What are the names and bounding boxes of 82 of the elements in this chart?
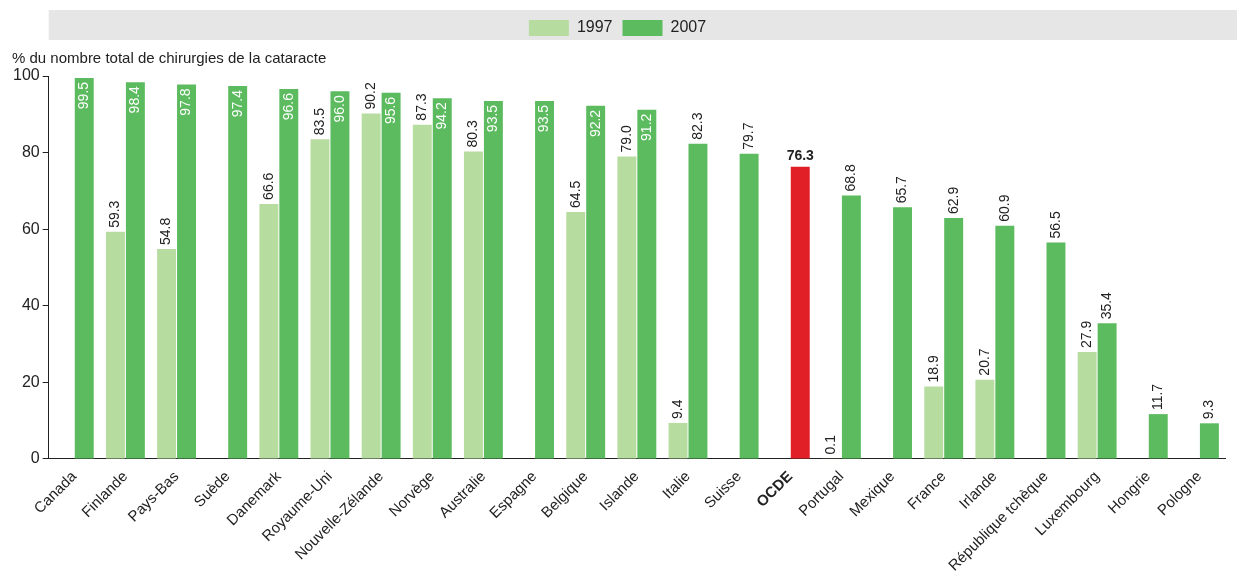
bar (535, 100, 555, 459)
data-label: 94.2 (433, 102, 450, 130)
bar (483, 100, 503, 459)
data-label: 83.5 (310, 107, 327, 136)
bar (944, 218, 964, 459)
y-tick-label: 80 (21, 142, 40, 160)
data-label: 62.9 (944, 186, 961, 215)
bar (995, 225, 1015, 459)
bar (1148, 414, 1168, 459)
data-label: 9.3 (1200, 399, 1217, 420)
data-label: 93.5 (484, 104, 501, 133)
data-label: 92.2 (586, 109, 603, 138)
bar (975, 379, 995, 459)
bar (1097, 323, 1117, 459)
bar (1077, 352, 1097, 459)
y-tick-label: 100 (12, 66, 40, 84)
data-label: 90.2 (362, 82, 379, 110)
bar (463, 151, 483, 459)
bar (739, 153, 759, 459)
bar (125, 82, 145, 459)
data-label: 87.3 (413, 93, 430, 121)
bar (381, 92, 401, 459)
bar (228, 85, 248, 459)
data-label: 9.4 (668, 399, 685, 419)
data-label: 80.3 (464, 119, 481, 148)
bar (790, 166, 810, 459)
bar (157, 249, 177, 459)
y-tick-label: 40 (21, 296, 40, 314)
data-label: 56.5 (1046, 211, 1063, 239)
data-label: 18.9 (924, 355, 941, 383)
bar (105, 231, 125, 459)
y-tick-label: 0 (30, 449, 40, 467)
bar (177, 84, 196, 459)
bar (412, 124, 432, 459)
data-label: 0.1 (822, 434, 839, 455)
data-label: 11.7 (1149, 383, 1166, 411)
y-tick-label: 60 (21, 219, 40, 237)
data-label: 97.8 (177, 88, 194, 116)
bar (279, 89, 299, 459)
data-label: 96.6 (279, 92, 296, 121)
data-label: 93.5 (535, 104, 552, 133)
data-label: 97.4 (228, 89, 245, 118)
bar (893, 207, 913, 459)
bar (259, 203, 279, 459)
bar (688, 143, 708, 459)
bar (924, 386, 944, 459)
data-label: 60.9 (995, 194, 1012, 222)
data-label: 54.8 (157, 217, 174, 246)
bar (1046, 242, 1066, 459)
bar (74, 77, 94, 459)
data-label: 64.5 (566, 180, 583, 208)
data-label: 91.2 (637, 113, 654, 141)
data-label: 98.4 (126, 85, 143, 114)
legend-label: 1997 (576, 18, 613, 36)
bar (1199, 423, 1219, 459)
legend-label: 2007 (670, 18, 707, 36)
bar (586, 105, 606, 459)
data-label: 79.7 (739, 122, 756, 150)
bar (310, 139, 330, 459)
data-label: 68.8 (842, 164, 859, 192)
data-label: 66.6 (259, 172, 276, 200)
data-label: 27.9 (1078, 320, 1095, 349)
bar (668, 422, 688, 459)
data-label: 76.3 (786, 146, 815, 163)
y-tick-label: 20 (21, 372, 40, 390)
data-label: 95.6 (381, 96, 398, 125)
bar (566, 211, 586, 459)
data-label: 59.3 (106, 200, 123, 228)
data-label: 20.7 (975, 348, 992, 376)
data-label: 82.3 (688, 112, 705, 140)
bar (432, 98, 452, 459)
data-label: 99.5 (75, 81, 92, 110)
bar (330, 91, 350, 459)
bar (617, 156, 637, 459)
data-label: 35.4 (1097, 291, 1114, 320)
bar (361, 113, 381, 459)
bar (637, 109, 657, 459)
data-label: 65.7 (893, 175, 910, 204)
data-label: 79.0 (617, 124, 634, 153)
y-axis-title: % du nombre total de chirurgies de la cataracte (12, 48, 327, 66)
bar (841, 195, 861, 459)
data-label: 96.0 (330, 95, 347, 123)
